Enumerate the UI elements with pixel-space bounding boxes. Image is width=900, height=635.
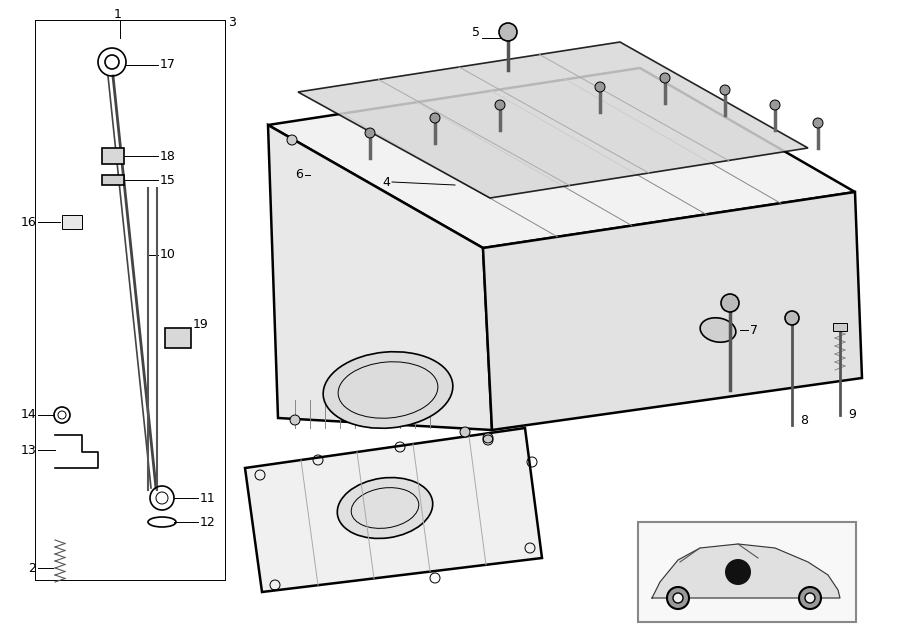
Text: 10: 10 — [160, 248, 176, 262]
Text: 17: 17 — [160, 58, 176, 72]
Bar — [102, 175, 124, 185]
Circle shape — [495, 100, 505, 110]
Polygon shape — [268, 68, 855, 248]
Ellipse shape — [700, 318, 736, 342]
Text: 1: 1 — [114, 8, 122, 20]
Text: 3: 3 — [228, 15, 236, 29]
Circle shape — [667, 587, 689, 609]
Polygon shape — [298, 42, 808, 198]
Circle shape — [720, 85, 730, 95]
Circle shape — [785, 311, 799, 325]
Circle shape — [673, 593, 683, 603]
Circle shape — [483, 433, 493, 443]
Text: 12: 12 — [200, 516, 216, 528]
Ellipse shape — [338, 478, 433, 538]
Circle shape — [813, 118, 823, 128]
Polygon shape — [483, 192, 862, 430]
Circle shape — [499, 23, 517, 41]
Circle shape — [721, 294, 739, 312]
Circle shape — [799, 587, 821, 609]
Circle shape — [725, 559, 751, 585]
Text: 7: 7 — [750, 323, 758, 337]
Text: 15: 15 — [160, 173, 176, 187]
Bar — [102, 148, 124, 164]
Text: 5: 5 — [472, 25, 480, 39]
Circle shape — [430, 113, 440, 123]
Bar — [165, 328, 191, 348]
Circle shape — [290, 415, 300, 425]
Bar — [833, 323, 847, 331]
Bar — [638, 522, 856, 622]
Text: 16: 16 — [20, 215, 36, 229]
Circle shape — [287, 135, 297, 145]
Text: 6: 6 — [295, 168, 303, 182]
Polygon shape — [268, 125, 492, 430]
Text: 11: 11 — [200, 491, 216, 504]
Text: 19: 19 — [193, 319, 209, 331]
Circle shape — [660, 73, 670, 83]
Text: 00010472: 00010472 — [716, 612, 778, 624]
Text: 13: 13 — [20, 443, 36, 457]
Text: 8: 8 — [800, 413, 808, 427]
Text: 14: 14 — [20, 408, 36, 422]
Text: 18: 18 — [160, 149, 176, 163]
Ellipse shape — [323, 352, 453, 428]
Polygon shape — [652, 544, 840, 598]
Circle shape — [365, 128, 375, 138]
Circle shape — [460, 427, 470, 437]
Text: 9: 9 — [848, 408, 856, 422]
Polygon shape — [245, 428, 542, 592]
Circle shape — [805, 593, 815, 603]
Text: 2: 2 — [28, 561, 36, 575]
Text: 4: 4 — [382, 175, 390, 189]
Circle shape — [770, 100, 780, 110]
Circle shape — [595, 82, 605, 92]
Bar — [62, 215, 82, 229]
